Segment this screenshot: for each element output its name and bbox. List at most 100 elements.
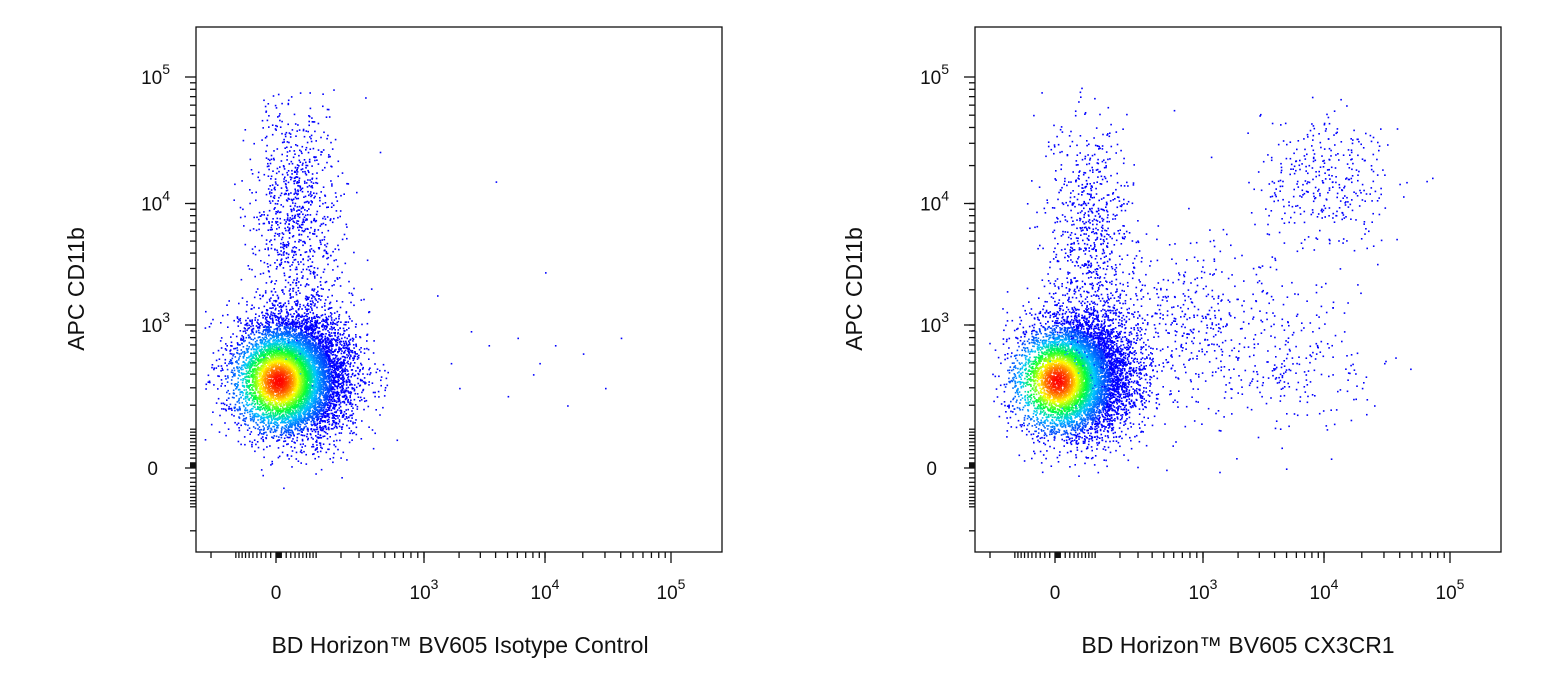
event-dot bbox=[231, 376, 234, 378]
event-dot bbox=[267, 333, 269, 335]
event-dot bbox=[287, 313, 290, 316]
event-dot bbox=[232, 354, 234, 357]
event-dot bbox=[300, 434, 303, 436]
event-dot bbox=[286, 353, 289, 356]
event-dot bbox=[255, 361, 258, 364]
event-dot bbox=[227, 408, 230, 410]
event-dot bbox=[233, 347, 235, 350]
event-dot bbox=[326, 336, 329, 339]
event-dot bbox=[236, 316, 239, 318]
event-dot bbox=[280, 354, 282, 357]
event-dot bbox=[243, 386, 246, 388]
event-dot bbox=[353, 287, 355, 290]
event-dot bbox=[364, 381, 366, 383]
event-dot bbox=[332, 387, 335, 389]
event-dot bbox=[329, 364, 331, 366]
event-dot bbox=[330, 315, 332, 317]
event-dot bbox=[325, 378, 327, 380]
event-dot bbox=[208, 380, 211, 383]
event-dot bbox=[331, 412, 334, 415]
event-dot bbox=[266, 434, 268, 437]
event-dot bbox=[287, 443, 289, 445]
event-dot bbox=[238, 369, 240, 372]
event-dot bbox=[237, 422, 240, 425]
event-dot bbox=[316, 391, 319, 394]
event-dot bbox=[226, 364, 228, 367]
event-dot bbox=[263, 344, 266, 347]
event-dot bbox=[268, 412, 270, 415]
event-dot bbox=[293, 446, 296, 449]
event-dot bbox=[338, 407, 340, 409]
event-dot bbox=[275, 319, 277, 321]
event-dot bbox=[291, 330, 294, 332]
event-dot bbox=[246, 409, 249, 411]
event-dot bbox=[205, 310, 207, 313]
event-dot bbox=[341, 372, 343, 375]
event-dot bbox=[332, 419, 334, 422]
event-dot bbox=[368, 384, 370, 386]
event-dot bbox=[356, 393, 359, 395]
event-dot bbox=[310, 376, 312, 378]
event-dot bbox=[254, 377, 257, 379]
event-dot bbox=[259, 341, 262, 343]
event-dot bbox=[284, 422, 287, 424]
event-dot bbox=[251, 416, 254, 419]
event-dot bbox=[265, 424, 267, 426]
event-dot bbox=[271, 357, 273, 359]
event-dot bbox=[255, 344, 257, 346]
event-dot bbox=[368, 358, 370, 360]
event-dot bbox=[343, 323, 345, 326]
event-dot bbox=[261, 295, 264, 298]
event-dot bbox=[339, 402, 342, 404]
event-dot bbox=[272, 413, 274, 415]
event-dot bbox=[327, 362, 330, 365]
event-dot bbox=[260, 428, 263, 431]
event-dot bbox=[294, 407, 296, 410]
event-dot bbox=[257, 322, 259, 325]
event-dot bbox=[305, 313, 308, 315]
event-dot bbox=[359, 378, 362, 381]
event-dot bbox=[252, 327, 255, 330]
event-dot bbox=[234, 383, 237, 385]
event-dot bbox=[250, 431, 253, 433]
event-dot bbox=[249, 320, 252, 323]
event-dot bbox=[244, 396, 247, 399]
event-dot bbox=[327, 414, 330, 416]
event-dot bbox=[298, 415, 301, 417]
event-dot bbox=[270, 337, 273, 340]
event-dot bbox=[320, 429, 322, 431]
event-dot bbox=[342, 370, 344, 373]
event-dot bbox=[282, 445, 285, 447]
event-dot bbox=[234, 356, 237, 358]
event-dot bbox=[345, 387, 348, 389]
event-dot bbox=[315, 439, 318, 442]
event-dot bbox=[309, 333, 311, 335]
event-dot bbox=[324, 410, 327, 413]
event-dot bbox=[300, 414, 303, 417]
event-dot bbox=[259, 421, 262, 424]
event-dot bbox=[220, 402, 223, 405]
event-dot bbox=[248, 427, 251, 429]
event-dot bbox=[297, 362, 300, 365]
event-dot bbox=[311, 354, 314, 356]
event-dots bbox=[204, 89, 623, 490]
event-dot bbox=[326, 395, 328, 397]
event-dot bbox=[255, 350, 258, 353]
event-dot bbox=[358, 354, 360, 357]
event-dot bbox=[276, 294, 279, 297]
event-dot bbox=[299, 408, 302, 411]
event-dot bbox=[313, 361, 315, 363]
event-dot bbox=[348, 403, 351, 405]
event-dot bbox=[337, 383, 340, 385]
event-dot bbox=[205, 383, 208, 386]
event-dot bbox=[349, 354, 352, 356]
event-dot bbox=[312, 445, 315, 448]
event-dot bbox=[268, 298, 271, 301]
event-dot bbox=[245, 403, 248, 406]
event-dot bbox=[290, 333, 292, 336]
event-dot bbox=[396, 439, 399, 442]
event-dot bbox=[340, 411, 343, 413]
event-dot bbox=[317, 418, 319, 421]
event-dot bbox=[311, 309, 313, 311]
event-dot bbox=[285, 430, 287, 433]
